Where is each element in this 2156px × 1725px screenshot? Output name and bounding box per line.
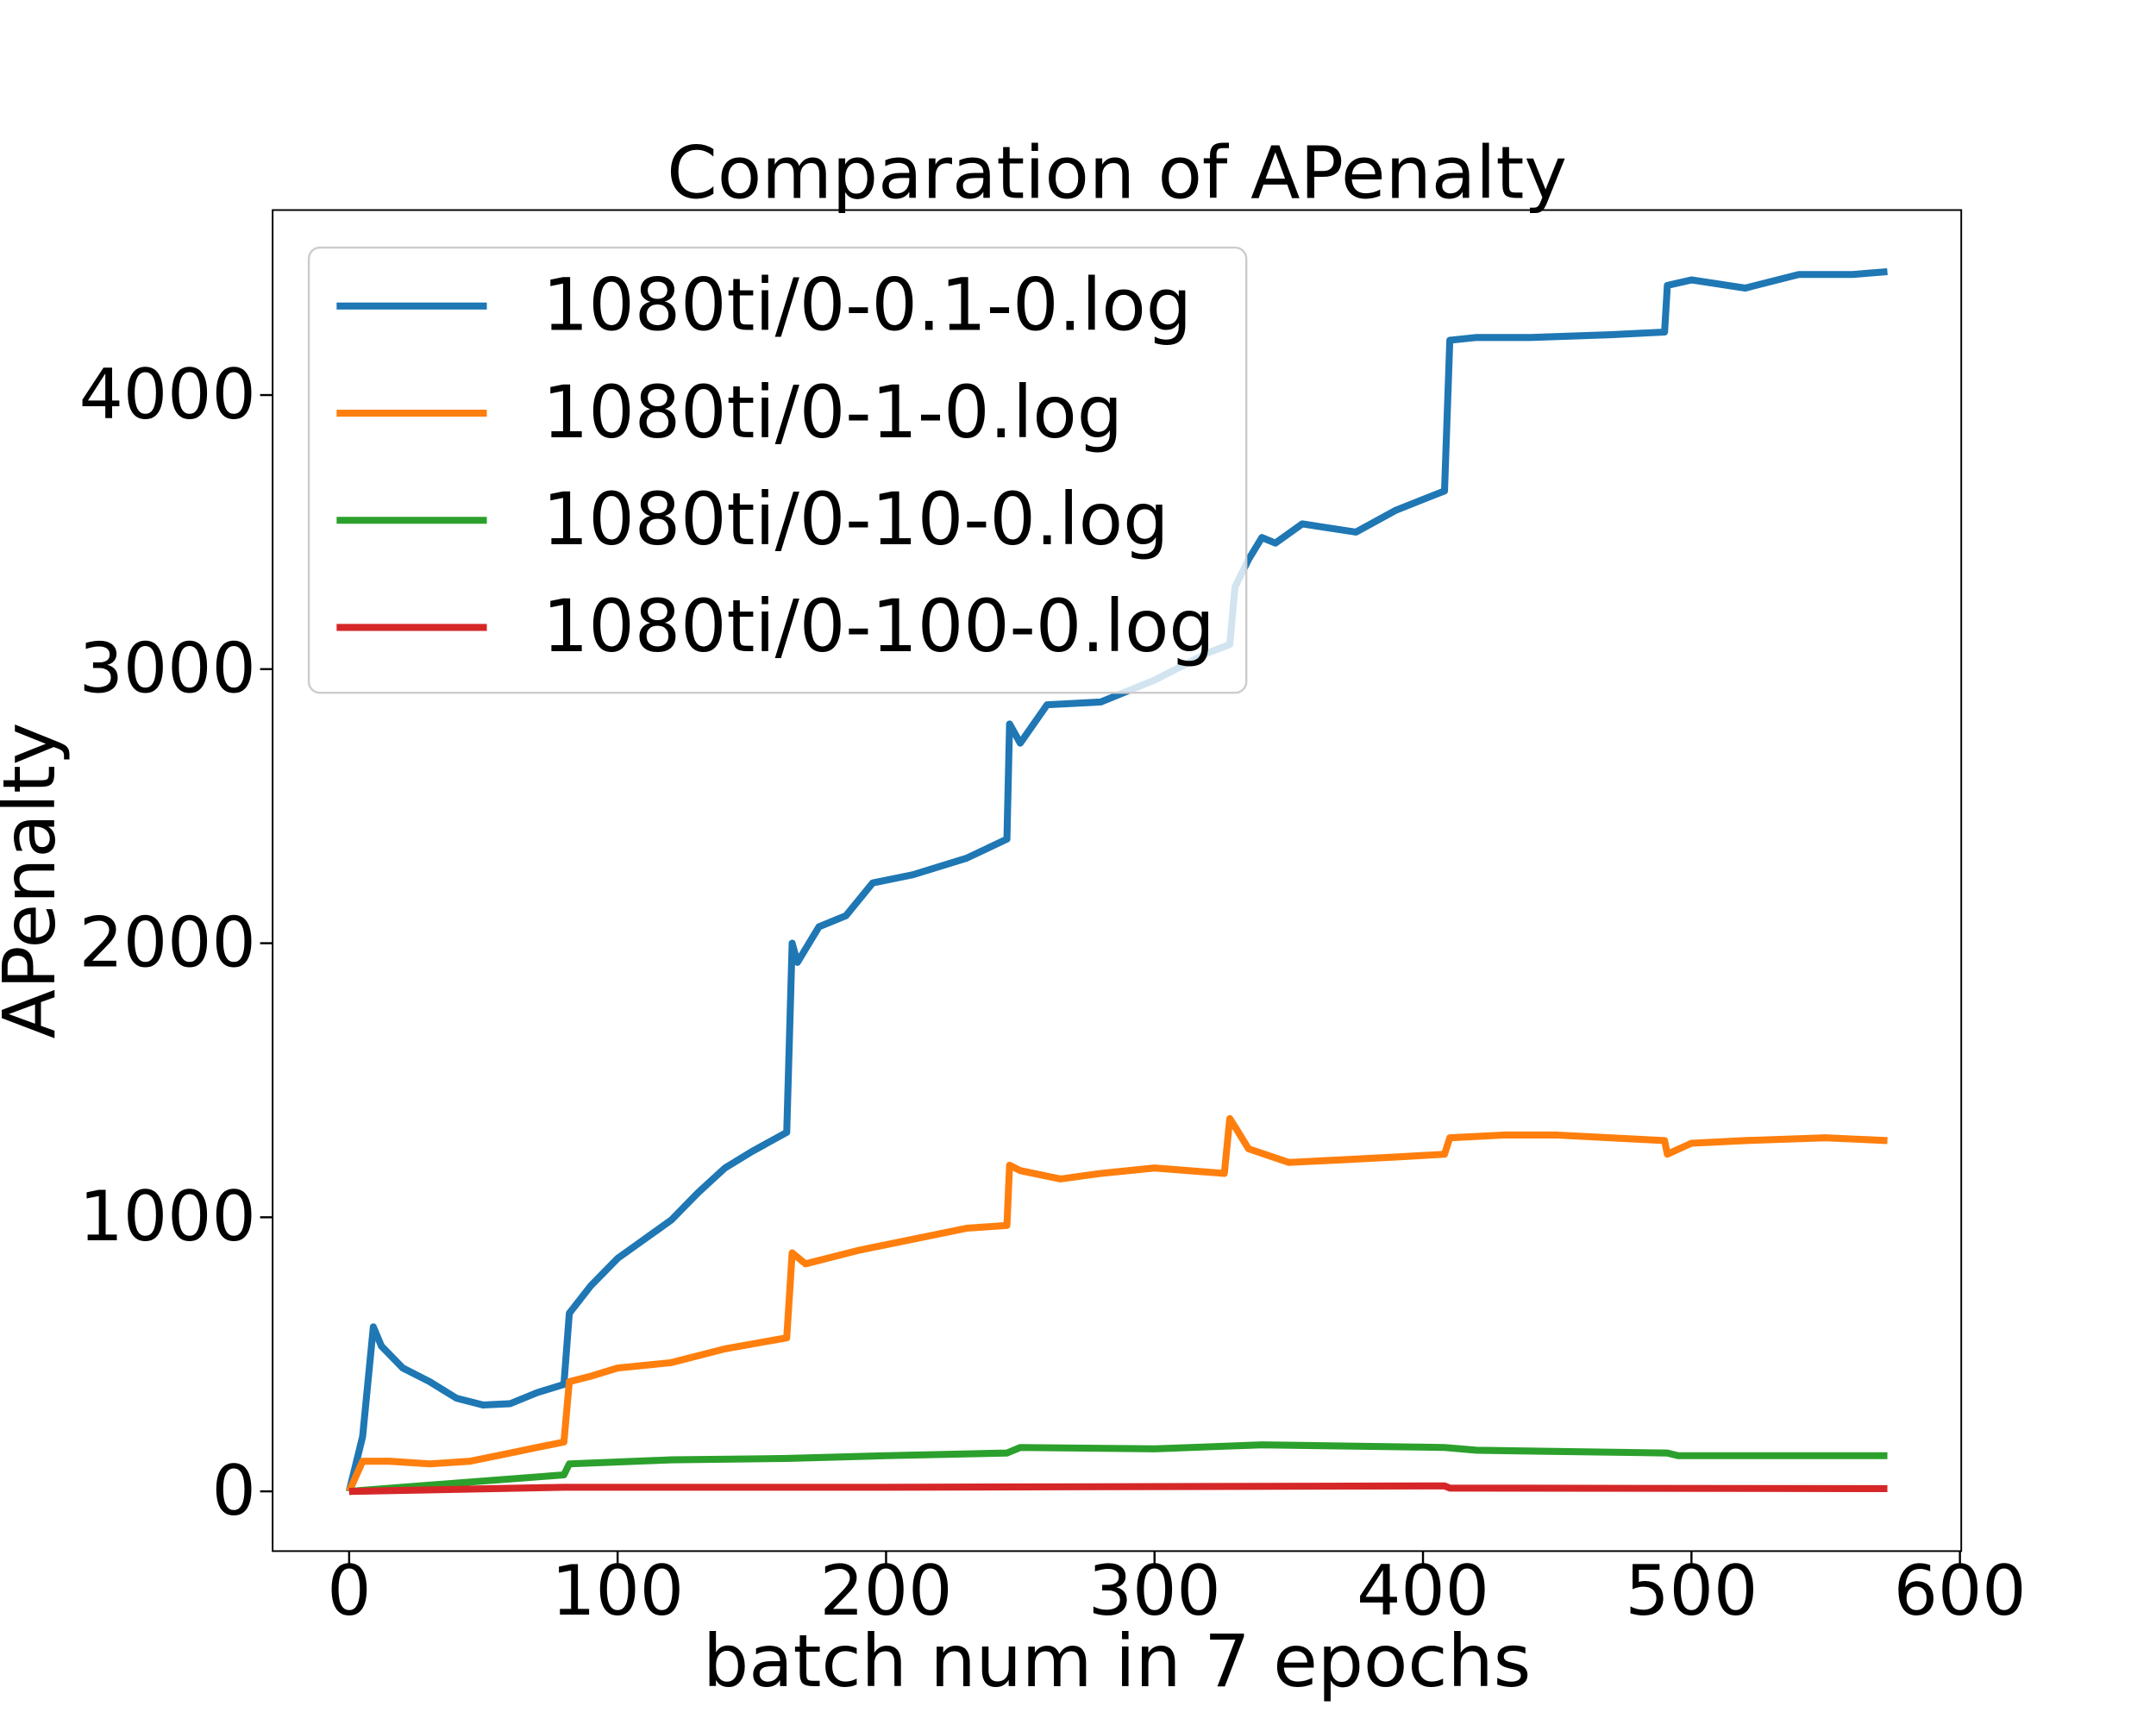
x-tick-label: 600 xyxy=(1894,1551,2027,1632)
y-tick-label: 3000 xyxy=(79,629,256,710)
chart-title: Comparation of APenalty xyxy=(667,130,1567,215)
series-line xyxy=(345,267,1888,1493)
x-tick-label: 400 xyxy=(1357,1551,1489,1632)
series-line xyxy=(348,1482,1888,1496)
legend: 1080ti/0-0.1-0.log 1080ti/0-1-0.log 1080ti… xyxy=(307,246,1248,694)
legend-label: 1080ti/0-10-0.log xyxy=(542,477,1169,561)
y-tick-label: 1000 xyxy=(79,1176,256,1258)
y-tick-label: 2000 xyxy=(79,902,256,983)
x-tick-label: 300 xyxy=(1088,1551,1221,1632)
x-tick-label: 100 xyxy=(551,1551,684,1632)
series-line xyxy=(348,1441,1888,1496)
x-axis-label: batch num in 7 epochs xyxy=(703,1619,1531,1703)
plot-frame xyxy=(272,209,1963,1552)
legend-label: 1080ti/0-0.1-0.log xyxy=(542,263,1192,348)
legend-label: 1080ti/0-100-0.log xyxy=(542,584,1215,668)
series-line xyxy=(346,1114,1888,1493)
x-tick-label: 0 xyxy=(327,1551,371,1632)
y-tick-label: 0 xyxy=(211,1451,255,1532)
y-axis-label: APenalty xyxy=(0,723,72,1039)
x-tick-label: 500 xyxy=(1625,1551,1758,1632)
x-tick-label: 200 xyxy=(819,1551,952,1632)
legend-box xyxy=(307,246,1248,694)
legend-label: 1080ti/0-1-0.log xyxy=(542,370,1123,455)
y-tick-label: 4000 xyxy=(79,354,256,436)
